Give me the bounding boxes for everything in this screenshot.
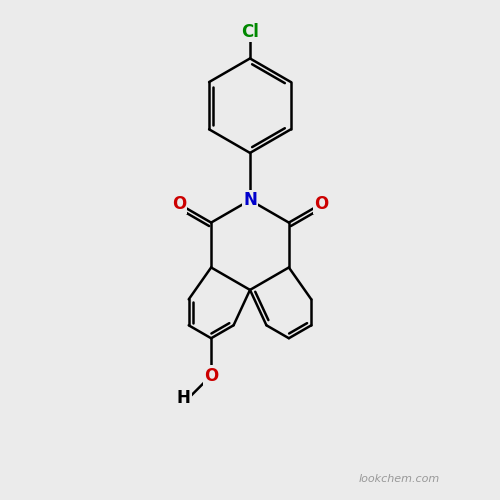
Text: H: H bbox=[177, 389, 190, 407]
Text: N: N bbox=[243, 191, 257, 209]
Text: lookchem.com: lookchem.com bbox=[358, 474, 440, 484]
Text: O: O bbox=[314, 195, 328, 213]
Text: O: O bbox=[172, 195, 186, 213]
Text: Cl: Cl bbox=[241, 23, 259, 41]
Text: O: O bbox=[204, 366, 218, 384]
